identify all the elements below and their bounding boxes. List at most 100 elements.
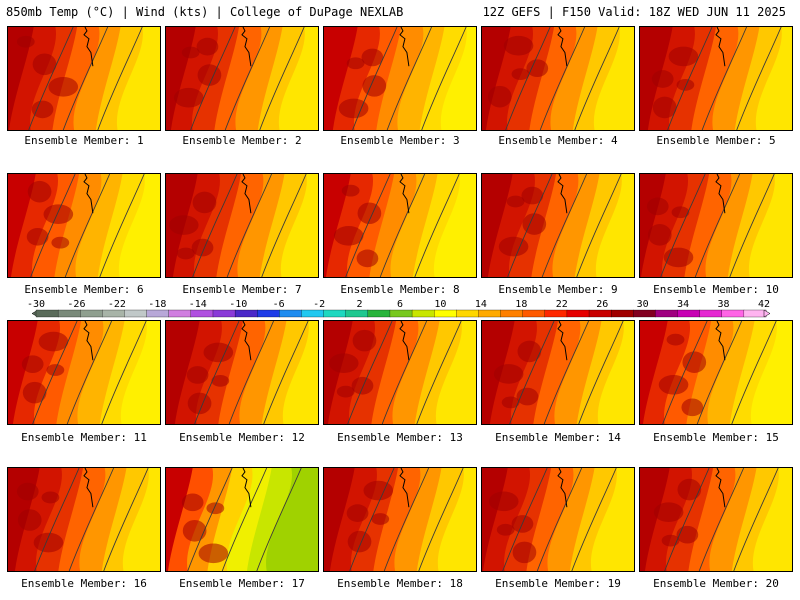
contour-line — [347, 321, 393, 424]
heat-core — [21, 355, 44, 373]
ensemble-member-label: Ensemble Member: 20 — [653, 577, 779, 590]
temperature-field-map — [482, 174, 634, 277]
heat-core — [192, 191, 217, 214]
contour-line — [30, 174, 76, 277]
ensemble-member-label: Ensemble Member: 2 — [182, 134, 302, 147]
scale-swatch — [124, 309, 148, 318]
contour-line — [97, 27, 143, 130]
member-map-panel — [165, 320, 319, 425]
scale-swatch — [500, 309, 524, 318]
heat-core — [328, 353, 359, 373]
ensemble-member-label: Ensemble Member: 9 — [498, 283, 618, 296]
heat-core — [522, 213, 547, 235]
temperature-band — [640, 468, 670, 571]
temperature-field-map — [324, 27, 476, 130]
member-map-panel — [323, 173, 477, 278]
heat-core — [336, 385, 355, 398]
map-title: 850mb Temp (°C) | Wind (kts) | College o… — [6, 5, 404, 19]
scale-swatch — [743, 309, 767, 318]
scale-swatch — [633, 309, 656, 318]
contour-line — [349, 468, 395, 571]
member-map-panel — [165, 26, 319, 131]
border-line — [399, 321, 410, 361]
heat-core — [517, 340, 542, 363]
heat-core — [33, 532, 64, 553]
ensemble-member-label: Ensemble Member: 16 — [21, 577, 147, 590]
ensemble-member-label: Ensemble Member: 7 — [182, 283, 302, 296]
contour-line — [28, 27, 74, 130]
border-line — [83, 468, 94, 508]
heat-core — [347, 530, 372, 553]
scale-tick-label: 42 — [758, 299, 770, 310]
member-map-panel — [7, 26, 161, 131]
scale-swatch — [434, 309, 457, 318]
temperature-band — [324, 468, 355, 571]
contour-line — [66, 321, 113, 424]
member-map-panel — [639, 173, 793, 278]
heat-core — [26, 227, 49, 246]
contour-line — [736, 27, 782, 130]
heat-core — [363, 480, 394, 501]
scale-swatch — [234, 309, 258, 318]
scale-swatch — [544, 309, 568, 318]
member-map-panel — [7, 320, 161, 425]
heat-core — [182, 519, 207, 542]
scale-swatch — [279, 309, 302, 318]
contour-line — [701, 27, 748, 130]
contour-line — [418, 468, 464, 571]
heat-core — [48, 77, 79, 97]
temperature-band — [640, 321, 668, 424]
ensemble-member-label: Ensemble Member: 3 — [340, 134, 460, 147]
temperature-band — [166, 468, 193, 571]
heat-core — [487, 85, 512, 108]
border-line — [399, 174, 410, 214]
contour-line — [187, 468, 233, 571]
temperature-field-map — [8, 468, 160, 571]
ensemble-member-label: Ensemble Member: 19 — [495, 577, 621, 590]
contour-line — [261, 174, 307, 277]
member-map-panel — [481, 320, 635, 425]
border-line — [557, 27, 568, 67]
member-map-panel — [639, 26, 793, 131]
contour-line — [660, 174, 706, 277]
contour-line — [259, 27, 305, 130]
scale-swatch — [699, 309, 723, 318]
scale-tick-label: -10 — [229, 299, 247, 310]
heat-core — [206, 502, 225, 515]
ensemble-member-label: Ensemble Member: 12 — [179, 431, 305, 444]
scale-tick-label: 6 — [397, 299, 403, 310]
ensemble-member-label: Ensemble Member: 15 — [653, 431, 779, 444]
heat-core — [682, 351, 707, 373]
heat-core — [498, 236, 529, 257]
scale-tick-label: 26 — [596, 299, 608, 310]
temperature-field-map — [166, 468, 318, 571]
heat-core — [16, 482, 39, 501]
temperature-band — [324, 27, 358, 130]
heat-core — [521, 186, 544, 205]
member-map-panel — [481, 26, 635, 131]
heat-core — [496, 523, 515, 536]
heat-core — [356, 249, 379, 268]
temperature-field-map — [166, 27, 318, 130]
member-map-panel — [639, 320, 793, 425]
temperature-color-scale: -30 -26 -22 -18 -14 -10 -6 -2 2 6 10 14 18 22 26 30 34 38… — [27, 299, 771, 318]
heat-core — [38, 331, 69, 352]
member-map-panel — [323, 26, 477, 131]
border-line — [399, 27, 410, 67]
scale-swatch — [168, 309, 192, 318]
member-map-panel — [481, 467, 635, 572]
heat-core — [647, 224, 672, 246]
heat-core — [652, 96, 677, 119]
heat-core — [501, 396, 520, 409]
scale-tick-label: 38 — [718, 299, 730, 310]
ensemble-member-label: Ensemble Member: 1 — [24, 134, 144, 147]
heat-core — [196, 37, 219, 56]
ensemble-member-label: Ensemble Member: 8 — [340, 283, 460, 296]
contour-line — [345, 174, 391, 277]
heat-core — [493, 364, 524, 384]
heat-core — [176, 247, 195, 260]
temperature-field-map — [8, 27, 160, 130]
heat-core — [511, 68, 530, 80]
scale-swatch — [345, 309, 369, 318]
contour-line — [509, 321, 555, 424]
